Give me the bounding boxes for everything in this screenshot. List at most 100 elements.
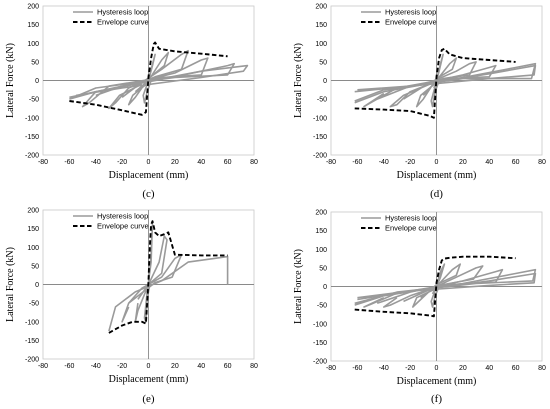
x-tick-label: -20 [117, 363, 127, 370]
y-tick-label: 100 [27, 41, 39, 48]
envelope-curve-line [108, 220, 228, 334]
x-tick-label: -60 [352, 159, 362, 166]
legend-label-envelope: Envelope curve [385, 224, 437, 233]
x-axis-label: Displacement (mm) [109, 170, 189, 181]
y-tick-label: 0 [35, 78, 39, 85]
y-tick-label: -100 [25, 319, 39, 326]
x-tick-label: 80 [538, 159, 546, 166]
y-tick-label: -200 [25, 153, 39, 160]
x-axis-label: Displacement (mm) [397, 170, 477, 181]
y-tick-label: -150 [25, 134, 39, 141]
y-tick-label: 150 [315, 22, 327, 29]
y-tick-label: 100 [27, 245, 39, 252]
y-tick-label: -200 [25, 357, 39, 364]
y-tick-label: -50 [29, 97, 39, 104]
y-tick-label: 50 [31, 263, 39, 270]
x-tick-label: 60 [224, 363, 232, 370]
x-tick-label: 20 [171, 363, 179, 370]
hysteresis-loop-line [357, 272, 537, 301]
x-tick-label: 60 [512, 365, 520, 372]
x-tick-label: -40 [91, 363, 101, 370]
x-tick-label: 80 [250, 363, 258, 370]
x-tick-label: -20 [405, 365, 415, 372]
y-tick-label: 100 [315, 247, 327, 254]
x-tick-label: -40 [91, 159, 101, 166]
hysteresis-loop-line [134, 235, 168, 323]
x-tick-label: 40 [485, 159, 493, 166]
legend-label-hysteresis: Hysteresis loop [385, 214, 436, 223]
y-tick-label: -100 [313, 115, 327, 122]
x-tick-label: 20 [459, 159, 467, 166]
panel-label: (c) [142, 188, 155, 200]
x-tick-label: -80 [326, 365, 336, 372]
hysteresis-loop-line [354, 64, 537, 93]
legend-label-hysteresis: Hysteresis loop [97, 8, 148, 17]
x-tick-label: -20 [117, 159, 127, 166]
y-tick-label: -150 [313, 134, 327, 141]
y-axis-label: Lateral Force (kN) [5, 247, 16, 322]
y-axis-label: Lateral Force (kN) [293, 249, 304, 324]
y-tick-label: 100 [315, 41, 327, 48]
x-tick-label: 0 [147, 363, 151, 370]
y-tick-label: 0 [323, 78, 327, 85]
y-tick-label: 0 [35, 282, 39, 289]
x-tick-label: 60 [512, 159, 520, 166]
envelope-curve-line [354, 47, 516, 119]
hysteresis-loop-line [363, 64, 497, 108]
y-tick-label: -50 [29, 301, 39, 308]
y-tick-label: 50 [319, 265, 327, 272]
x-tick-label: -60 [64, 159, 74, 166]
y-tick-label: 150 [27, 226, 39, 233]
hysteresis-loop-line [415, 57, 458, 108]
x-tick-label: 40 [197, 159, 205, 166]
x-axis-label: Displacement (mm) [109, 374, 189, 385]
y-tick-label: 200 [315, 210, 327, 217]
x-tick-label: -80 [38, 159, 48, 166]
hysteresis-loop-line [69, 64, 249, 99]
y-tick-label: 50 [319, 59, 327, 66]
y-tick-label: -50 [317, 303, 327, 310]
x-tick-label: -60 [64, 363, 74, 370]
y-axis-label: Lateral Force (kN) [5, 43, 16, 118]
x-tick-label: 60 [224, 159, 232, 166]
y-tick-label: 0 [323, 284, 327, 291]
x-tick-label: 0 [435, 159, 439, 166]
hysteresis-loop-line [412, 263, 461, 308]
x-tick-label: -60 [352, 365, 362, 372]
x-tick-label: -40 [379, 159, 389, 166]
x-tick-label: -80 [38, 363, 48, 370]
x-tick-label: -80 [326, 159, 336, 166]
x-tick-label: -20 [405, 159, 415, 166]
x-tick-label: 0 [147, 159, 151, 166]
y-tick-label: -200 [313, 153, 327, 160]
y-axis-label: Lateral Force (kN) [293, 43, 304, 118]
legend-label-envelope: Envelope curve [97, 18, 149, 27]
hysteresis-loop-line [121, 253, 183, 323]
panel-label: (d) [430, 188, 443, 200]
legend-label-hysteresis: Hysteresis loop [385, 8, 436, 17]
envelope-curve-line [354, 255, 516, 318]
x-tick-label: 80 [538, 365, 546, 372]
y-tick-label: 200 [27, 208, 39, 215]
x-axis-label: Displacement (mm) [397, 376, 477, 387]
x-tick-label: 20 [171, 159, 179, 166]
hysteresis-loop-line [383, 265, 484, 308]
x-tick-label: 20 [459, 365, 467, 372]
x-tick-label: 40 [485, 365, 493, 372]
x-tick-label: 0 [435, 365, 439, 372]
panel-label: (e) [142, 393, 155, 405]
legend-label-envelope: Envelope curve [97, 222, 149, 231]
y-tick-label: -50 [317, 97, 327, 104]
y-tick-label: -150 [25, 338, 39, 345]
legend-label-hysteresis: Hysteresis loop [97, 212, 148, 221]
y-tick-label: -100 [313, 321, 327, 328]
hysteresis-loop-line [108, 255, 229, 332]
y-tick-label: -100 [25, 115, 39, 122]
x-tick-label: 40 [197, 363, 205, 370]
y-tick-label: 150 [27, 22, 39, 29]
panel-label: (f) [431, 393, 442, 405]
